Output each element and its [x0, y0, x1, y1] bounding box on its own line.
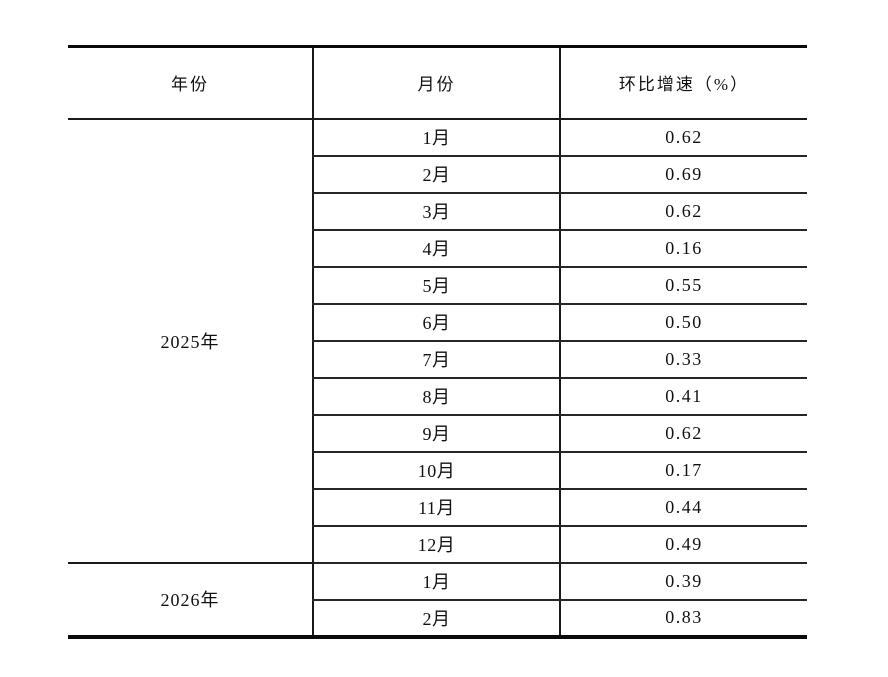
table-row: 6月 0.50 [68, 303, 807, 342]
month-cell: 3月 [312, 192, 561, 231]
value-cell: 0.49 [560, 525, 807, 564]
year-cell-2025: 2025年 [68, 118, 313, 564]
value-cell: 0.69 [560, 155, 807, 194]
value-cell: 0.39 [560, 562, 807, 601]
value-cell: 0.16 [560, 229, 807, 268]
table-row: 11月 0.44 [68, 488, 807, 527]
table-row: 2025年 1月 0.62 [68, 118, 807, 564]
month-cell: 1月 [312, 562, 561, 601]
growth-rate-table: 年份 月份 环比增速（%） 2025年 1月 0.62 2月 0.69 3月 0… [68, 45, 807, 639]
month-cell: 4月 [312, 229, 561, 268]
table-row: 7月 0.33 [68, 340, 807, 379]
month-cell: 2月 [312, 599, 561, 637]
value-cell: 0.83 [665, 607, 703, 627]
month-cell: 9月 [312, 414, 561, 453]
value-cell: 0.44 [560, 488, 807, 527]
table-header-row: 年份 月份 环比增速（%） [68, 46, 807, 120]
table-row: 9月 0.62 [68, 414, 807, 453]
table-row: 5月 0.55 [68, 266, 807, 305]
value-cell: 0.62 [560, 414, 807, 453]
month-cell: 6月 [312, 303, 561, 342]
header-year: 年份 [68, 46, 313, 120]
value-cell: 0.62 [560, 118, 807, 157]
table-row: 4月 0.16 [68, 229, 807, 268]
table-row: 3月 0.62 [68, 192, 807, 231]
table-row: 2026年 1月 0.39 [68, 562, 807, 610]
month-cell: 8月 [312, 377, 561, 416]
table-row: 2月 0.83 [68, 599, 807, 637]
value-cell: 0.62 [560, 192, 807, 231]
month-cell: 10月 [312, 451, 561, 490]
value-cell: 0.55 [560, 266, 807, 305]
value-cell: 0.41 [560, 377, 807, 416]
month-cell: 11月 [312, 488, 561, 527]
month-cell: 5月 [312, 266, 561, 305]
month-cell: 1月 [312, 118, 561, 157]
table-row: 12月 0.49 [68, 525, 807, 564]
value-cell: 0.33 [560, 340, 807, 379]
header-growth-rate: 环比增速（%） [560, 46, 807, 120]
table-row: 8月 0.41 [68, 377, 807, 416]
value-cell: 0.17 [560, 451, 807, 490]
month-cell: 12月 [312, 525, 561, 564]
table-row: 2月 0.69 [68, 155, 807, 194]
year-cell-2026: 2026年 [160, 590, 220, 610]
month-cell: 7月 [312, 340, 561, 379]
table-row: 10月 0.17 [68, 451, 807, 490]
month-cell: 2月 [312, 155, 561, 194]
header-month: 月份 [312, 46, 561, 120]
value-cell: 0.50 [560, 303, 807, 342]
